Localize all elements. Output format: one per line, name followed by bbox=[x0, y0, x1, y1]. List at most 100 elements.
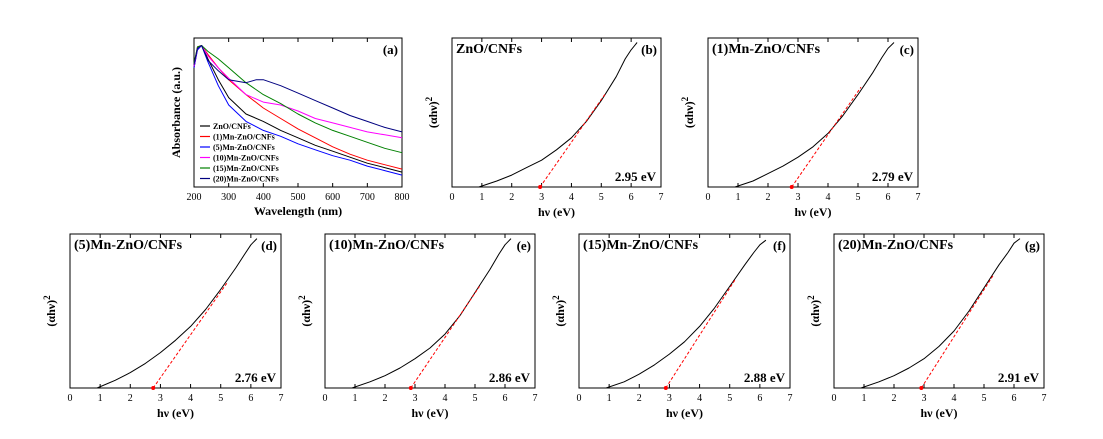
x-tick-label: 700 bbox=[360, 192, 375, 203]
x-tick-label: 1 bbox=[736, 192, 741, 203]
y-axis-label: (αhν)2 bbox=[551, 295, 567, 327]
x-tick-label: 5 bbox=[599, 192, 604, 203]
y-axis-label-exponent: 2 bbox=[806, 295, 816, 300]
band-gap-label: 2.86 eV bbox=[489, 370, 531, 385]
plot-frame bbox=[833, 233, 1045, 389]
legend-entry: (15)Mn-ZnO/CNFs bbox=[213, 164, 279, 173]
y-axis-label-base: (αhν) bbox=[44, 300, 58, 327]
fit-line bbox=[152, 282, 228, 389]
x-tick-label: 7 bbox=[788, 393, 793, 404]
panel-title: (20)Mn-ZnO/CNFs bbox=[838, 238, 954, 253]
y-axis-label-base: (αhν) bbox=[426, 101, 440, 128]
series-line-tauc bbox=[351, 238, 512, 389]
panel-letter: (c) bbox=[900, 42, 914, 57]
y-axis-label-exponent: 2 bbox=[297, 295, 307, 300]
band-gap-marker bbox=[408, 386, 413, 390]
x-tick-label: 7 bbox=[916, 192, 921, 203]
legend-entry: (20)Mn-ZnO/CNFs bbox=[213, 175, 279, 184]
x-tick-label: 0 bbox=[832, 393, 837, 404]
x-tick-label: 0 bbox=[577, 393, 582, 404]
legend-entry: (5)Mn-ZnO/CNFs bbox=[213, 143, 275, 152]
x-axis-label: hν (eV) bbox=[411, 406, 448, 420]
panel-e: 0 1 2 3 4 5 6 7 (e) (10)Mn-ZnO/CNFs 2.86 eV hν (eV)… bbox=[297, 233, 538, 420]
fit-line bbox=[410, 286, 480, 389]
x-tick-label: 0 bbox=[706, 192, 711, 203]
x-axis-label: Wavelength (nm) bbox=[254, 204, 342, 218]
y-axis-label: (αhν)2 bbox=[806, 295, 822, 327]
series-line-4 bbox=[193, 45, 403, 154]
fit-line bbox=[791, 86, 862, 188]
x-tick-label: 3 bbox=[796, 192, 801, 203]
panel-letter: (d) bbox=[261, 238, 277, 253]
y-axis-label-text: (αhν)2 bbox=[42, 295, 58, 327]
plot-frame bbox=[69, 233, 282, 389]
x-tick-label: 6 bbox=[1012, 393, 1017, 404]
x-tick-label: 300 bbox=[221, 192, 236, 203]
x-tick-label: 5 bbox=[218, 393, 223, 404]
x-tick-label: 0 bbox=[450, 192, 455, 203]
x-tick-label: 4 bbox=[952, 393, 957, 404]
y-axis-label-exponent: 2 bbox=[551, 295, 561, 300]
y-axis-label-exponent: 2 bbox=[424, 96, 434, 101]
x-tick-label: 3 bbox=[922, 393, 927, 404]
x-tick-label: 2 bbox=[766, 192, 771, 203]
x-tick-label: 6 bbox=[503, 393, 508, 404]
x-tick-label: 4 bbox=[443, 393, 448, 404]
x-tick-label: 4 bbox=[569, 192, 574, 203]
series-line-3 bbox=[193, 45, 403, 139]
plot-frame bbox=[324, 233, 536, 389]
x-tick-label: 400 bbox=[256, 192, 271, 203]
y-axis-label-text: (αhν)2 bbox=[806, 295, 822, 327]
x-axis-label: hν (eV) bbox=[794, 205, 831, 219]
plot-frame bbox=[578, 233, 791, 389]
x-tick-label: 0 bbox=[68, 393, 73, 404]
band-gap-label: 2.79 eV bbox=[872, 169, 914, 184]
panel-letter: (b) bbox=[641, 42, 657, 57]
x-tick-label: 1 bbox=[98, 393, 103, 404]
band-gap-marker bbox=[538, 185, 543, 189]
x-tick-label: 600 bbox=[325, 192, 340, 203]
panel-a: 200 300 400 500 600 700 800 (a) Wavelength (nm) A… bbox=[169, 37, 410, 218]
x-tick-label: 2 bbox=[128, 393, 133, 404]
panel-letter: (g) bbox=[1025, 238, 1040, 253]
y-axis-label: (αhν)2 bbox=[680, 96, 696, 128]
x-tick-label: 6 bbox=[886, 192, 891, 203]
x-tick-label: 1 bbox=[479, 192, 484, 203]
y-axis-label-base: (αhν) bbox=[553, 300, 567, 327]
y-axis-label-text: (αhν)2 bbox=[551, 295, 567, 327]
fit-line bbox=[665, 278, 737, 389]
x-tick-label: 5 bbox=[727, 393, 732, 404]
x-tick-label: 500 bbox=[291, 192, 306, 203]
series-line-tauc bbox=[605, 239, 767, 389]
x-tick-label: 2 bbox=[892, 393, 897, 404]
fit-line bbox=[539, 92, 607, 188]
y-axis-label-base: (αhν) bbox=[299, 300, 313, 327]
band-gap-marker bbox=[151, 386, 156, 390]
legend-entry: ZnO/CNFs bbox=[213, 122, 251, 131]
panel-title: (5)Mn-ZnO/CNFs bbox=[74, 238, 183, 253]
x-tick-label: 3 bbox=[667, 393, 672, 404]
x-tick-label: 4 bbox=[697, 393, 702, 404]
y-axis-label-text: (αhν)2 bbox=[424, 96, 440, 128]
band-gap-label: 2.91 eV bbox=[998, 370, 1040, 385]
panel-title: (1)Mn-ZnO/CNFs bbox=[712, 42, 821, 57]
x-tick-label: 2 bbox=[509, 192, 514, 203]
x-tick-label: 800 bbox=[395, 192, 410, 203]
x-tick-label: 2 bbox=[637, 393, 642, 404]
x-tick-label: 7 bbox=[279, 393, 284, 404]
y-axis-label-text: (αhν)2 bbox=[297, 295, 313, 327]
panel-letter: (a) bbox=[383, 42, 398, 57]
series-line-tauc bbox=[478, 42, 638, 188]
y-axis-label: Absorbance (a.u.) bbox=[169, 67, 183, 158]
y-axis-label-exponent: 2 bbox=[42, 295, 52, 300]
panel-letter: (e) bbox=[517, 238, 531, 253]
plot-frame bbox=[451, 37, 662, 188]
x-tick-label: 1 bbox=[862, 393, 867, 404]
x-tick-label: 7 bbox=[659, 192, 664, 203]
y-axis-label-base: (αhν) bbox=[808, 300, 822, 327]
panel-f: 0 1 2 3 4 5 6 7 (f) (15)Mn-ZnO/CNFs 2.88 eV hν (eV)… bbox=[551, 233, 793, 420]
legend-entry: (10)Mn-ZnO/CNFs bbox=[213, 154, 279, 163]
x-tick-label: 200 bbox=[187, 192, 202, 203]
